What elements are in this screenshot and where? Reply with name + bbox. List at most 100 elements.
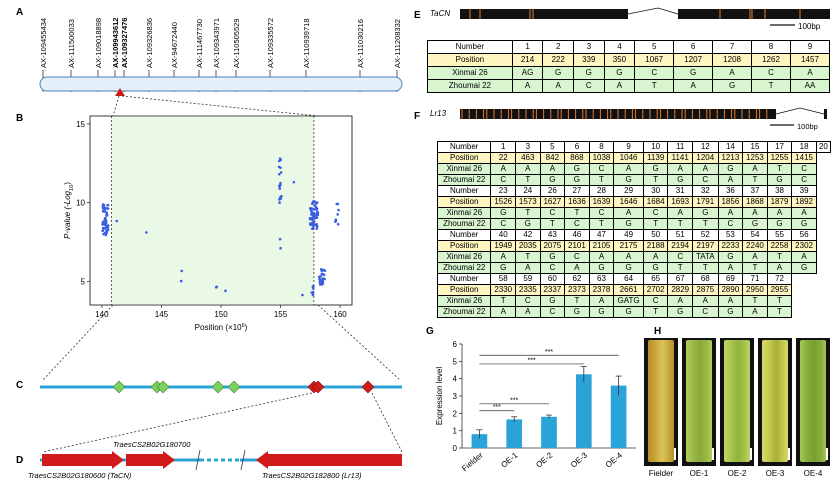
table-cell: 9	[613, 141, 644, 153]
x-axis-label-end: )	[245, 323, 248, 332]
leaf-label: OE-3	[765, 469, 785, 478]
scale-label: 100bp	[797, 122, 818, 131]
table-cell: G	[712, 79, 753, 93]
highlight-region	[111, 116, 314, 305]
gene-label-lr13: TraesCS2B02G182800 (Lr13)	[262, 471, 362, 480]
table-row: Position 1526 1573 1627 1636 1639 1646 1684 1693…	[436, 196, 831, 208]
table-cell: 52	[692, 229, 719, 241]
table-cell: 28	[588, 185, 615, 197]
table-cell: TATA	[692, 251, 719, 263]
left-figure: AX-109455434 AX-111500033 AX-109018898 AX-1…	[28, 18, 403, 480]
snp-point	[292, 180, 296, 184]
table-cell: G	[717, 251, 744, 263]
table-cell: AA	[789, 79, 831, 93]
table-cell: A	[692, 163, 719, 175]
snp-point	[105, 207, 108, 210]
y-axis-label-end: )	[63, 182, 72, 185]
leaf-sample	[720, 338, 754, 466]
leaf-label: OE-1	[689, 469, 709, 478]
table-cell: 1067	[634, 53, 675, 67]
gene-arrow-180700	[126, 451, 175, 469]
table-cell: 29	[613, 185, 644, 197]
table-cell: 18	[791, 141, 817, 153]
leaf-sample	[682, 338, 716, 466]
snp-point	[316, 210, 320, 214]
table-cell: Number	[436, 229, 492, 241]
table-cell: T	[692, 218, 719, 230]
table-cell: A	[613, 163, 644, 175]
x-axis-label-sup: 6	[242, 323, 245, 329]
table-cell: G	[539, 251, 566, 263]
marker-label: AX-111467730	[195, 19, 204, 68]
table-cell: Position	[436, 196, 492, 208]
scale-bar	[750, 448, 752, 460]
table-cell: T	[642, 306, 669, 318]
table-cell: 1208	[712, 53, 753, 67]
table-cell: 1949	[490, 240, 517, 252]
table-cell: 53	[717, 229, 744, 241]
snp-point	[311, 293, 315, 297]
table-cell: T	[588, 218, 615, 230]
table-cell: 1646	[613, 196, 644, 208]
gene-models: TraesCS2B02G180700 TraesCS2B02G180600 (T…	[28, 440, 402, 480]
table-cell: A	[542, 79, 574, 93]
leaf-label: OE-2	[727, 469, 747, 478]
table-cell: 27	[564, 185, 590, 197]
table-cell: 26	[539, 185, 566, 197]
table-cell: 20	[815, 141, 832, 153]
table-cell: A	[692, 295, 719, 307]
snp-point	[277, 172, 281, 176]
snp-point	[315, 227, 319, 230]
table-cell: 2075	[539, 240, 566, 252]
snp-point	[301, 293, 304, 297]
snp-point	[311, 285, 315, 289]
snp-point	[106, 203, 109, 207]
table-cell: G	[692, 207, 719, 219]
scale-bar	[788, 448, 790, 460]
gene-name-lr13: Lr13	[430, 109, 447, 118]
table-cell: 1255	[766, 152, 793, 164]
connector-cd-right	[371, 392, 403, 453]
table-cell: 14	[717, 141, 744, 153]
table-cell: T	[751, 79, 791, 93]
table-cell: 60	[539, 273, 566, 285]
table-cell: A	[642, 251, 669, 263]
snp-point	[279, 166, 282, 170]
category-label: Fielder	[460, 450, 485, 473]
snp-table-lr13: Number 1 3 5 6 8 9 10 11 12 14 15 17 18 20 Position 22 46…	[436, 141, 832, 318]
table-row: Zhoumai 22 C G T C T G T T T C G G G	[436, 218, 831, 230]
snp-point	[145, 231, 148, 234]
table-cell: 2335	[515, 284, 541, 296]
snp-table-tacn: Number 1 2 3 4 5 6 7 8 9 Position 214 222 339 350 1067 1…	[427, 40, 831, 93]
snp-point	[104, 233, 108, 237]
table-row: Position 2330 2335 2337 2373 2378 2661 2702 2829…	[436, 284, 831, 296]
table-cell: 1636	[564, 196, 590, 208]
table-cell: 1879	[766, 196, 793, 208]
table-cell: 2258	[766, 240, 793, 252]
table-cell: 1046	[613, 152, 644, 164]
table-cell: AG	[511, 66, 544, 80]
table-cell: 1415	[791, 152, 817, 164]
table-cell: GATG	[613, 295, 644, 307]
table-cell: G	[791, 218, 817, 230]
table-cell: G	[564, 306, 590, 318]
table-cell: A	[742, 163, 768, 175]
bar	[506, 419, 523, 448]
snp-point	[321, 281, 325, 285]
table-cell: 5	[634, 40, 675, 54]
table-cell: T	[588, 174, 615, 186]
snp-point	[279, 246, 282, 250]
table-cell: A	[613, 251, 644, 263]
snp-point	[336, 213, 339, 216]
table-cell: 1868	[742, 196, 768, 208]
marker-label: AX-111208332	[393, 19, 402, 68]
table-cell: 463	[515, 152, 541, 164]
table-cell: 58	[490, 273, 517, 285]
snp-point	[311, 218, 314, 222]
chromosome-bar	[39, 76, 403, 96]
table-cell: A	[603, 79, 636, 93]
table-cell: 15	[742, 141, 768, 153]
table-cell: 350	[603, 53, 636, 67]
marker-label: AX-109455434	[39, 18, 48, 68]
